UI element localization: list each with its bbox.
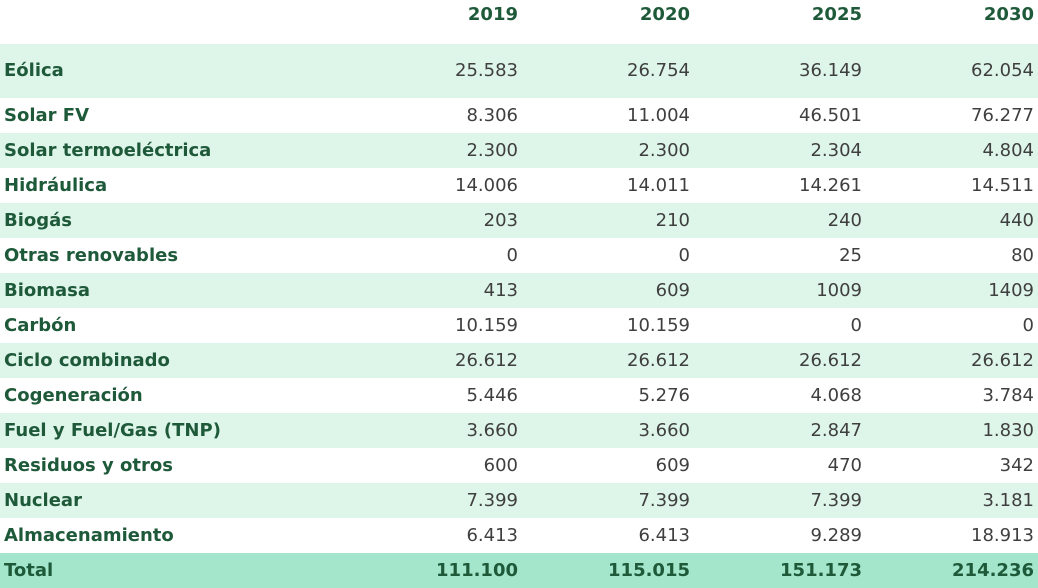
table-row: Carbón 10.159 10.159 0 0 <box>0 308 1038 343</box>
table-cell: 470 <box>827 454 862 476</box>
table-cell: 14.011 <box>627 174 690 196</box>
table-cell: 3.660 <box>350 413 522 448</box>
table-cell: 5.276 <box>638 384 690 406</box>
table-cell: 4.804 <box>866 133 1038 168</box>
table-cell: 0 <box>850 314 862 336</box>
column-header-2020: 2020 <box>639 4 690 25</box>
table-cell: 609 <box>522 273 694 308</box>
table-cell: 26.754 <box>522 44 694 98</box>
table-cell: 4.068 <box>810 384 862 406</box>
column-header-2019: 2019 <box>467 4 518 25</box>
table-cell: 240 <box>694 203 866 238</box>
table-cell: 0 <box>506 244 518 266</box>
table-cell: 36.149 <box>694 44 866 98</box>
row-label: Hidráulica <box>4 174 108 196</box>
table-cell: 14.261 <box>799 174 862 196</box>
total-cell: 115.015 <box>522 553 694 588</box>
table-row: Almacenamiento 6.413 6.413 9.289 18.913 <box>0 518 1038 553</box>
row-label: Otras renovables <box>4 244 179 266</box>
row-label: Almacenamiento <box>4 524 174 546</box>
table-row: Residuos y otros 600 609 470 342 <box>0 448 1038 483</box>
table-row: Biomasa 413 609 1009 1409 <box>0 273 1038 308</box>
row-label: Residuos y otros <box>4 454 173 476</box>
total-cell: 111.100 <box>350 553 522 588</box>
table-cell: 25.583 <box>350 44 522 98</box>
table-row: Cogeneración 5.446 5.276 4.068 3.784 <box>0 378 1038 413</box>
row-label: Solar termoeléctrica <box>0 133 350 168</box>
table-row: Hidráulica 14.006 14.011 14.261 14.511 <box>0 168 1038 203</box>
table-row: Nuclear 7.399 7.399 7.399 3.181 <box>0 483 1038 518</box>
column-header-label <box>0 0 350 44</box>
table-cell: 1.830 <box>866 413 1038 448</box>
row-label: Ciclo combinado <box>0 343 350 378</box>
table-cell: 413 <box>350 273 522 308</box>
table-cell: 440 <box>866 203 1038 238</box>
table-cell: 8.306 <box>466 104 518 126</box>
table-row: Fuel y Fuel/Gas (TNP) 3.660 3.660 2.847 … <box>0 413 1038 448</box>
table-row: Otras renovables 0 0 25 80 <box>0 238 1038 273</box>
table-cell: 342 <box>999 454 1034 476</box>
table-cell: 1009 <box>694 273 866 308</box>
row-label: Nuclear <box>0 483 350 518</box>
table-cell: 14.511 <box>971 174 1034 196</box>
table-cell: 11.004 <box>627 104 690 126</box>
table-cell: 9.289 <box>810 524 862 546</box>
table-row: Solar termoeléctrica 2.300 2.300 2.304 4… <box>0 133 1038 168</box>
table-cell: 80 <box>1011 244 1034 266</box>
table-cell: 18.913 <box>971 524 1034 546</box>
row-label: Fuel y Fuel/Gas (TNP) <box>0 413 350 448</box>
table-cell: 2.304 <box>694 133 866 168</box>
table-cell: 3.660 <box>522 413 694 448</box>
table-cell: 2.847 <box>694 413 866 448</box>
table-header-row: 2019 2020 2025 2030 <box>0 0 1038 44</box>
table-cell: 26.612 <box>350 343 522 378</box>
table-cell: 3.784 <box>982 384 1034 406</box>
table-cell: 6.413 <box>638 524 690 546</box>
table-cell: 3.181 <box>866 483 1038 518</box>
table-cell: 6.413 <box>466 524 518 546</box>
total-label: Total <box>0 553 350 588</box>
table-cell: 5.446 <box>466 384 518 406</box>
table-cell: 2.300 <box>522 133 694 168</box>
total-cell: 151.173 <box>694 553 866 588</box>
row-label: Solar FV <box>4 104 90 126</box>
table-row: Solar FV 8.306 11.004 46.501 76.277 <box>0 98 1038 133</box>
table-cell: 1409 <box>866 273 1038 308</box>
table-row: Ciclo combinado 26.612 26.612 26.612 26.… <box>0 343 1038 378</box>
table-cell: 7.399 <box>350 483 522 518</box>
row-label: Biogás <box>0 203 350 238</box>
table-cell: 0 <box>1022 314 1034 336</box>
table-cell: 10.159 <box>627 314 690 336</box>
table-cell: 46.501 <box>799 104 862 126</box>
table-cell: 203 <box>350 203 522 238</box>
table-cell: 25 <box>839 244 862 266</box>
table-cell: 609 <box>655 454 690 476</box>
table-cell: 26.612 <box>866 343 1038 378</box>
row-label: Biomasa <box>0 273 350 308</box>
table-cell: 76.277 <box>971 104 1034 126</box>
table-row: Biogás 203 210 240 440 <box>0 203 1038 238</box>
total-row: Total 111.100 115.015 151.173 214.236 <box>0 553 1038 588</box>
table-cell: 26.612 <box>522 343 694 378</box>
table-cell: 14.006 <box>455 174 518 196</box>
table-cell: 2.300 <box>350 133 522 168</box>
total-cell: 214.236 <box>866 553 1038 588</box>
table-cell: 600 <box>483 454 518 476</box>
row-label: Cogeneración <box>4 384 143 406</box>
column-header-2030: 2030 <box>983 4 1034 25</box>
table-cell: 7.399 <box>694 483 866 518</box>
table-cell: 0 <box>678 244 690 266</box>
table-cell: 210 <box>522 203 694 238</box>
row-label: Eólica <box>0 44 350 98</box>
table-cell: 62.054 <box>866 44 1038 98</box>
table-cell: 10.159 <box>455 314 518 336</box>
table-cell: 7.399 <box>522 483 694 518</box>
table-cell: 26.612 <box>694 343 866 378</box>
column-header-2025: 2025 <box>811 4 862 25</box>
table-row: Eólica 25.583 26.754 36.149 62.054 <box>0 44 1038 98</box>
row-label: Carbón <box>4 314 77 336</box>
